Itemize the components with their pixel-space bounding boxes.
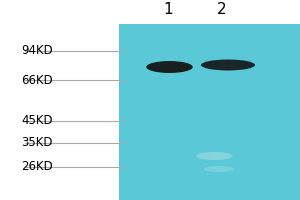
- Text: 45KD: 45KD: [22, 114, 53, 128]
- Ellipse shape: [201, 60, 255, 71]
- Text: 26KD: 26KD: [22, 160, 53, 173]
- Text: 35KD: 35KD: [22, 137, 53, 150]
- Text: 94KD: 94KD: [22, 45, 53, 58]
- Bar: [118, 24, 300, 200]
- Text: 2: 2: [217, 1, 227, 17]
- Text: 66KD: 66KD: [22, 73, 53, 86]
- Text: 1: 1: [163, 1, 173, 17]
- Ellipse shape: [204, 166, 234, 172]
- Ellipse shape: [196, 152, 232, 160]
- Ellipse shape: [146, 61, 193, 73]
